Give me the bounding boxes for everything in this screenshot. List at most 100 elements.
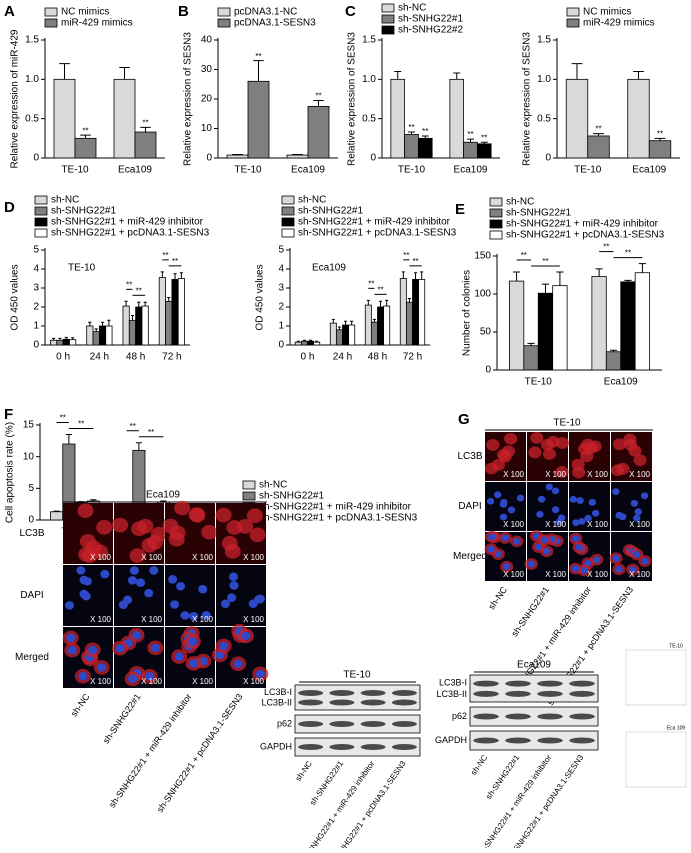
cell-nucleus: [136, 578, 146, 587]
significance-label: **: [368, 279, 374, 288]
magnification-label: X 100: [141, 553, 162, 562]
legend-swatch: [281, 195, 295, 205]
cell-nucleus: [81, 591, 91, 601]
magnification-label: X 100: [545, 520, 566, 529]
column-label: sh-SNHG22#1: [101, 692, 143, 746]
bar: [620, 281, 636, 371]
error-bar: [420, 271, 424, 280]
error-bar: [160, 271, 164, 278]
cell-nucleus: [127, 576, 137, 585]
blot-band: [329, 699, 355, 706]
error-bar: [232, 153, 243, 156]
y-axis-label: Relative expression of SESN3: [347, 32, 358, 166]
cell-cytoplasm: [555, 437, 570, 449]
y-tick-label: 100: [474, 289, 491, 300]
bar: [247, 80, 270, 159]
significance-label: **: [467, 130, 473, 139]
legend-label: sh-SNHG22#1 + pcDNA3.1-SESN3: [51, 228, 210, 239]
cell-nucleus: [507, 506, 516, 514]
y-tick-label: 1.0: [537, 74, 551, 85]
bar: [62, 338, 70, 346]
cell-nucleus: [571, 565, 580, 573]
error-bar: [292, 153, 303, 156]
legend-swatch: [217, 18, 231, 28]
cell-cytoplasm: [623, 433, 637, 446]
error-bar: [366, 299, 370, 306]
cell-cytoplasm: [112, 517, 129, 533]
cell-nucleus: [551, 487, 560, 495]
error-bar: [372, 318, 376, 323]
cell-nucleus: [233, 659, 243, 669]
cell-nucleus: [115, 643, 125, 653]
legend-swatch: [381, 25, 395, 35]
x-tick-label: 72 h: [162, 352, 181, 363]
y-tick-label: 1: [33, 321, 39, 332]
grid-title: TE-10: [553, 418, 581, 429]
cell-cytoplasm: [555, 466, 569, 478]
cell-cytoplasm: [129, 548, 146, 563]
error-bar: [379, 300, 383, 307]
legend-swatch: [381, 14, 395, 24]
cell-cytoplasm: [201, 524, 218, 540]
blot-band: [473, 737, 499, 744]
x-tick-label: 24 h: [90, 352, 109, 363]
legend-swatch: [566, 7, 580, 17]
magnification-label: X 100: [90, 615, 111, 624]
error-bar: [59, 63, 70, 80]
bar: [307, 105, 330, 159]
legend-label: sh-SNHG22#1 + pcDNA3.1-SESN3: [259, 513, 418, 524]
cell-nucleus: [615, 565, 623, 573]
bar: [390, 78, 406, 159]
bar: [587, 135, 610, 159]
blot-band: [569, 690, 595, 697]
column-label: sh-SNHG22#1: [509, 585, 551, 639]
cell-nucleus: [516, 494, 525, 502]
legend-label: NC mimics: [583, 7, 631, 18]
cell-nucleus: [572, 519, 580, 527]
cell-nucleus: [132, 630, 142, 640]
cell-nucleus: [79, 575, 89, 585]
blot-band: [360, 721, 386, 727]
bar: [113, 78, 136, 159]
cell-nucleus: [499, 513, 508, 521]
cell-cytoplasm: [85, 540, 102, 555]
bar: [523, 345, 539, 371]
column-label: sh-SNHG22#1 + pcDNA3.1-SESN3: [155, 692, 245, 814]
cell-nucleus: [487, 545, 495, 553]
cell-nucleus: [228, 572, 238, 582]
legend-label: sh-SNHG22#1: [259, 491, 324, 502]
significance-label: **: [412, 257, 418, 266]
blot-band: [391, 699, 417, 706]
error-bar: [100, 321, 105, 326]
y-tick-label: 1.5: [25, 35, 39, 46]
legend-label: sh-SNHG22#1 + miR-429 inhibitor: [298, 217, 451, 228]
y-tick-label: 1.0: [362, 74, 376, 85]
blot-frame: [294, 714, 421, 734]
cell-cytoplasm: [96, 520, 113, 535]
cell-nucleus: [144, 588, 154, 598]
bar: [634, 272, 651, 371]
blot-row-label: LC3B-I: [264, 687, 292, 697]
bar: [537, 292, 554, 371]
y-tick-label: 20: [201, 94, 213, 105]
blot-band: [505, 737, 531, 744]
mini-chart-frame: [625, 731, 687, 788]
cell-nucleus: [149, 566, 159, 575]
cell-cytoplasm: [174, 500, 191, 516]
y-axis-label: Relative expression of SESN3: [183, 32, 194, 166]
magnification-label: X 100: [192, 615, 213, 624]
bar: [383, 305, 391, 346]
cell-nucleus: [170, 600, 180, 609]
bar: [92, 331, 100, 346]
legend-swatch: [381, 3, 395, 13]
cell-cytoplasm: [226, 520, 243, 535]
y-tick-label: 0: [370, 153, 376, 164]
y-tick-label: 0: [485, 365, 491, 376]
bar: [313, 341, 321, 346]
row-label: Merged: [453, 551, 487, 562]
legend-label: sh-NC: [398, 3, 426, 14]
significance-label: **: [148, 428, 154, 437]
cell-cytoplasm: [612, 438, 627, 451]
blot-band: [329, 744, 355, 750]
cell-nucleus: [229, 581, 239, 590]
